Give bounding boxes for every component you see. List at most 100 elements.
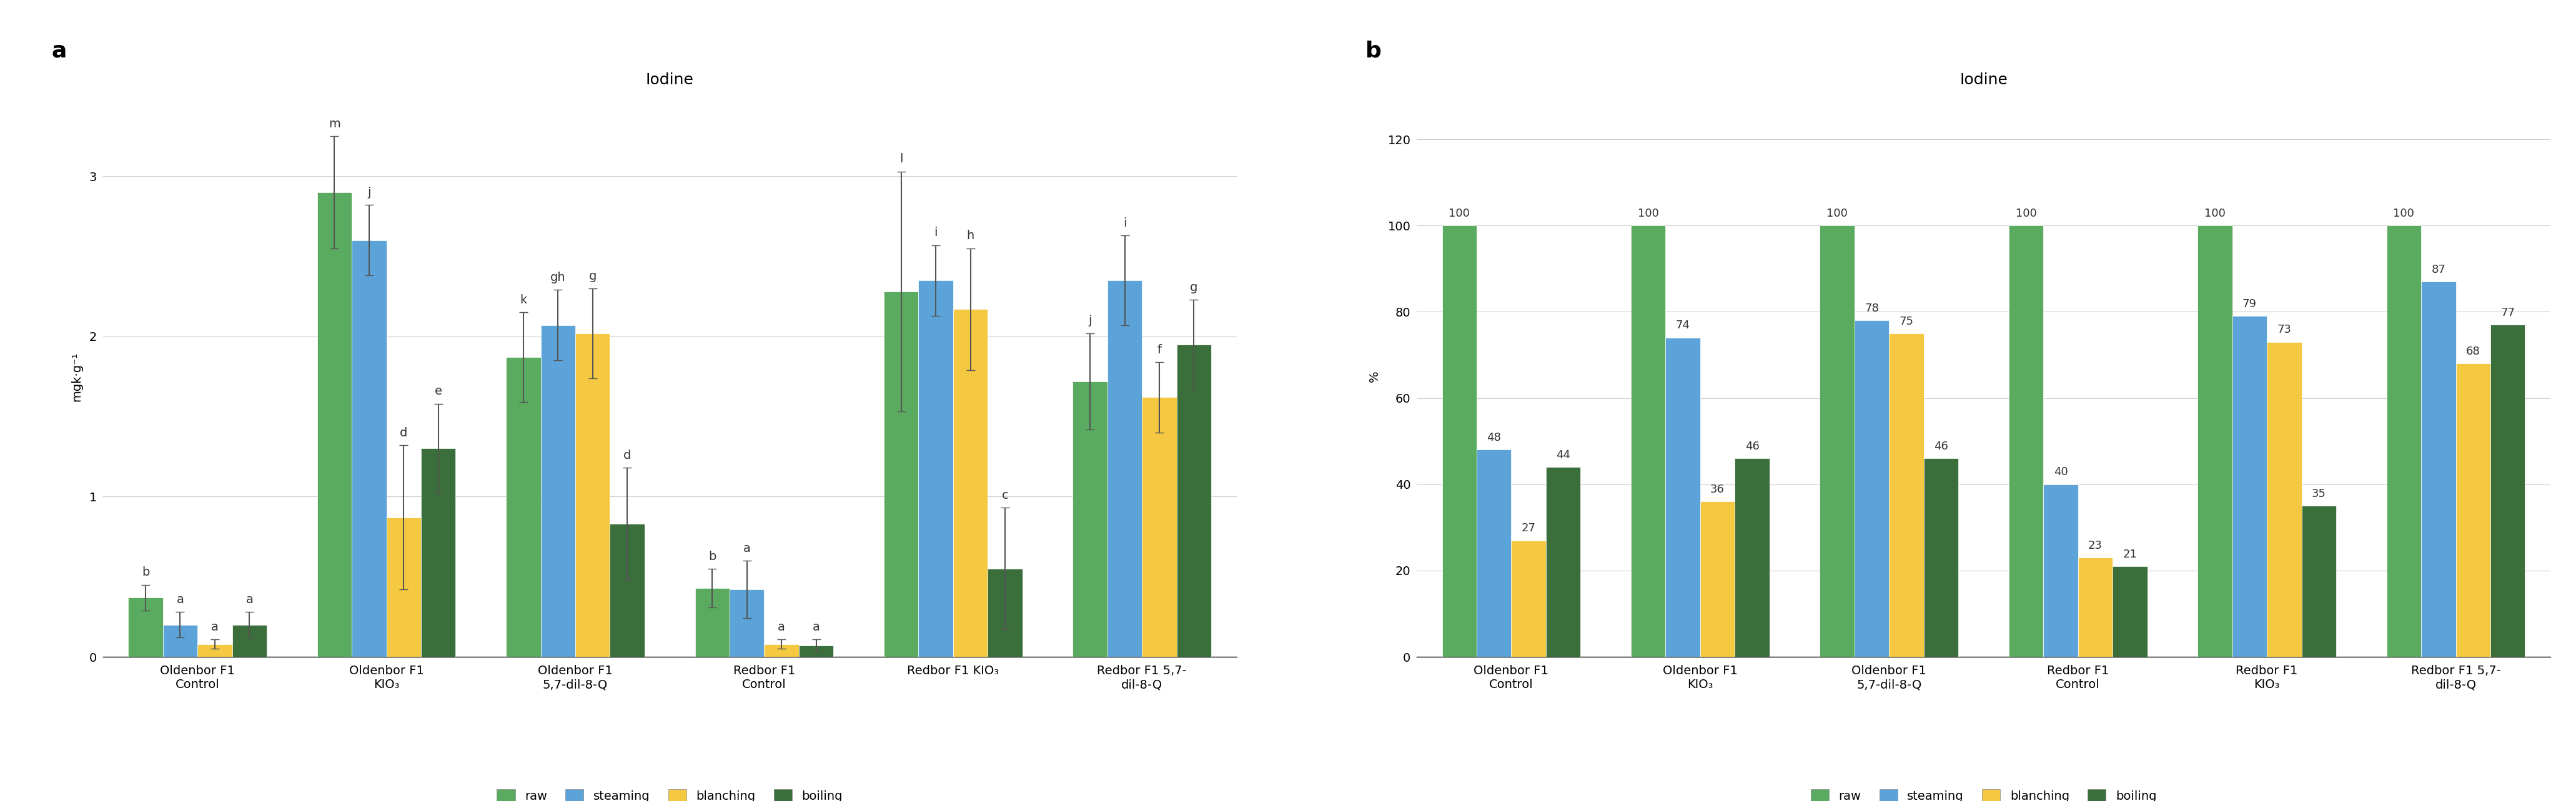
- Text: a: a: [52, 40, 67, 62]
- Bar: [386, 517, 420, 657]
- Bar: [987, 569, 1023, 657]
- Bar: [232, 625, 268, 657]
- Bar: [2233, 316, 2267, 657]
- Text: j: j: [1087, 315, 1092, 327]
- Bar: [1546, 467, 1582, 657]
- Y-axis label: %: %: [1368, 371, 1381, 382]
- Text: k: k: [520, 294, 528, 306]
- Bar: [1924, 458, 1958, 657]
- Text: l: l: [899, 153, 904, 165]
- Bar: [1734, 458, 1770, 657]
- Text: m: m: [330, 118, 340, 130]
- Bar: [1072, 381, 1108, 657]
- Text: 74: 74: [1674, 320, 1690, 331]
- Bar: [1512, 541, 1546, 657]
- Text: 87: 87: [2432, 264, 2445, 275]
- Text: h: h: [966, 230, 974, 242]
- Bar: [1855, 320, 1888, 657]
- Text: 23: 23: [2089, 540, 2102, 551]
- Text: 68: 68: [2465, 346, 2481, 357]
- Bar: [2455, 364, 2491, 657]
- Legend: raw, steaming, blanching, boiling: raw, steaming, blanching, boiling: [492, 784, 848, 801]
- Bar: [162, 625, 198, 657]
- Bar: [2009, 226, 2043, 657]
- Bar: [2197, 226, 2233, 657]
- Text: a: a: [211, 621, 219, 633]
- Title: Iodine: Iodine: [1960, 72, 2007, 87]
- Bar: [1700, 501, 1734, 657]
- Bar: [129, 598, 162, 657]
- Legend: raw, steaming, blanching, boiling: raw, steaming, blanching, boiling: [1806, 784, 2161, 801]
- Text: 78: 78: [1865, 303, 1878, 314]
- Bar: [1888, 333, 1924, 657]
- Bar: [198, 644, 232, 657]
- Bar: [2421, 282, 2455, 657]
- Text: gh: gh: [551, 272, 567, 284]
- Bar: [574, 333, 611, 657]
- Bar: [953, 309, 987, 657]
- Bar: [1141, 397, 1177, 657]
- Bar: [920, 280, 953, 657]
- Text: 40: 40: [2053, 467, 2069, 478]
- Bar: [317, 192, 353, 657]
- Bar: [2385, 226, 2421, 657]
- Bar: [696, 588, 729, 657]
- Text: 100: 100: [2014, 207, 2038, 219]
- Text: a: a: [245, 594, 252, 606]
- Text: i: i: [935, 227, 938, 239]
- Bar: [505, 357, 541, 657]
- Text: 100: 100: [2393, 207, 2414, 219]
- Text: 77: 77: [2501, 307, 2514, 318]
- Bar: [1108, 280, 1141, 657]
- Bar: [353, 240, 386, 657]
- Text: c: c: [1002, 489, 1007, 501]
- Text: 100: 100: [1448, 207, 1471, 219]
- Text: 100: 100: [2205, 207, 2226, 219]
- Text: g: g: [1190, 281, 1198, 293]
- Bar: [541, 325, 574, 657]
- Text: i: i: [1123, 217, 1126, 229]
- Text: 75: 75: [1899, 316, 1914, 327]
- Text: b: b: [142, 566, 149, 578]
- Text: j: j: [368, 187, 371, 199]
- Bar: [611, 524, 644, 657]
- Text: 27: 27: [1522, 523, 1535, 534]
- Text: 46: 46: [1935, 441, 1947, 452]
- Bar: [1631, 226, 1667, 657]
- Text: f: f: [1157, 344, 1162, 356]
- Bar: [799, 646, 835, 657]
- Text: 100: 100: [1638, 207, 1659, 219]
- Text: 48: 48: [1486, 432, 1502, 443]
- Bar: [1177, 344, 1211, 657]
- Text: 73: 73: [2277, 324, 2293, 336]
- Text: 46: 46: [1744, 441, 1759, 452]
- Bar: [1667, 338, 1700, 657]
- Bar: [2043, 485, 2079, 657]
- Bar: [1443, 226, 1476, 657]
- Text: d: d: [399, 427, 407, 439]
- Bar: [2267, 342, 2300, 657]
- Bar: [1819, 226, 1855, 657]
- Text: g: g: [590, 270, 598, 282]
- Text: b: b: [708, 550, 716, 562]
- Text: 44: 44: [1556, 449, 1571, 461]
- Bar: [2079, 557, 2112, 657]
- Bar: [884, 292, 920, 657]
- Bar: [2300, 506, 2336, 657]
- Text: 79: 79: [2241, 299, 2257, 310]
- Text: e: e: [435, 385, 443, 397]
- Title: Iodine: Iodine: [647, 72, 693, 87]
- Text: b: b: [1365, 40, 1381, 62]
- Bar: [2112, 566, 2148, 657]
- Text: 35: 35: [2311, 488, 2326, 499]
- Bar: [420, 449, 456, 657]
- Text: 36: 36: [1710, 484, 1723, 495]
- Text: a: a: [744, 542, 750, 554]
- Text: a: a: [811, 621, 819, 633]
- Text: a: a: [178, 594, 183, 606]
- Bar: [2491, 324, 2524, 657]
- Bar: [729, 590, 765, 657]
- Text: 21: 21: [2123, 549, 2138, 560]
- Text: d: d: [623, 449, 631, 461]
- Text: 100: 100: [1826, 207, 1847, 219]
